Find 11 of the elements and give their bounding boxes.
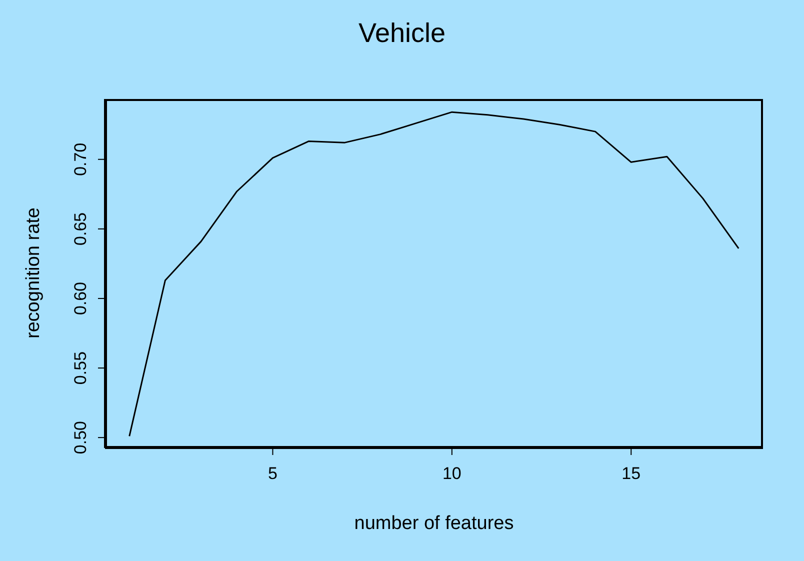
x-tick-label: 10 bbox=[442, 464, 462, 484]
y-tick-label: 0.60 bbox=[71, 282, 90, 316]
x-tick-label: 5 bbox=[268, 464, 278, 484]
y-tick-label: 0.55 bbox=[71, 351, 90, 385]
y-axis-title: recognition rate bbox=[23, 206, 45, 340]
y-tick-label: 0.50 bbox=[71, 421, 90, 454]
y-tick-label: 0.70 bbox=[71, 142, 90, 176]
y-tick-label: 0.65 bbox=[71, 212, 90, 246]
x-axis-title: number of features bbox=[353, 513, 515, 535]
chart-title: Vehicle bbox=[357, 18, 447, 49]
x-tick-label: 15 bbox=[622, 464, 641, 484]
